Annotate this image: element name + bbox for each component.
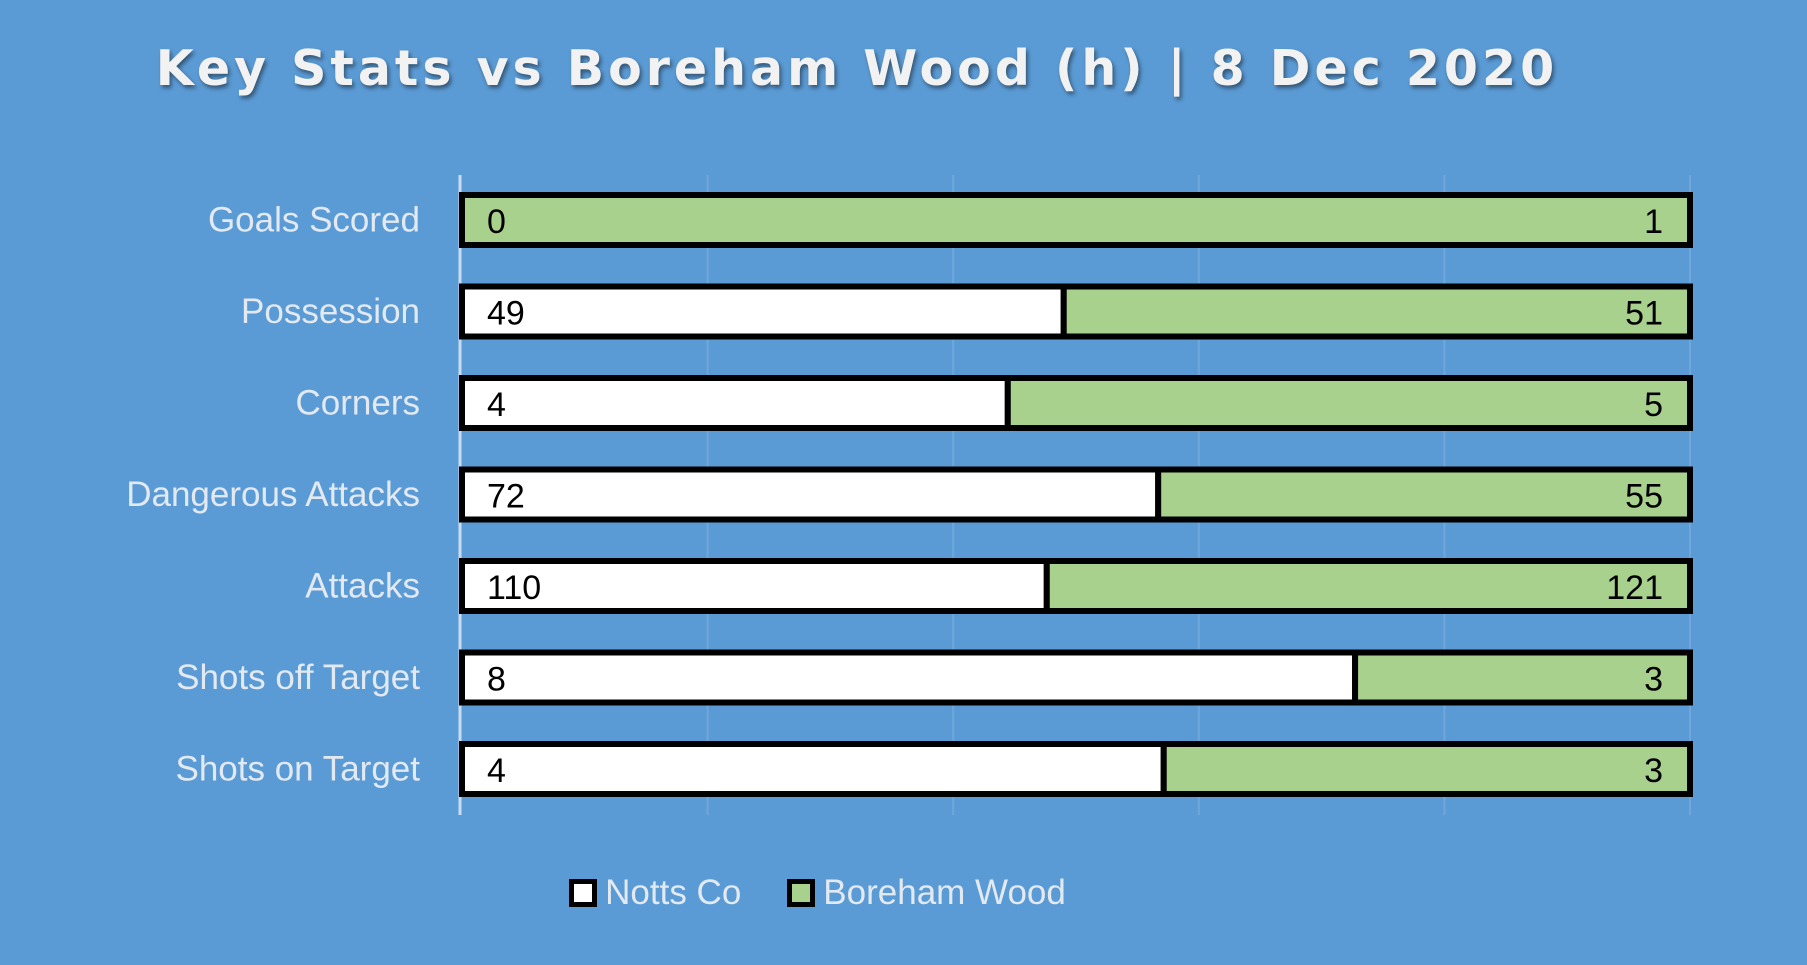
legend-swatch-boreham-wood <box>787 879 816 907</box>
data-label-boreham-wood-dangerous-attacks: 55 <box>1625 478 1663 516</box>
legend-item-notts-co: Notts Co <box>569 873 741 913</box>
legend-label-boreham-wood: Boreham Wood <box>823 873 1066 912</box>
data-label-boreham-wood-goals-scored: 1 <box>1644 203 1663 241</box>
bar-notts-co-possession <box>459 283 1067 340</box>
bar-notts-co-dangerous-attacks <box>459 466 1162 523</box>
bar-boreham-wood-shots-off-target <box>1352 649 1694 706</box>
data-label-notts-co-corners: 4 <box>487 386 506 424</box>
bar-boreham-wood-attacks <box>1043 558 1694 614</box>
chart-legend: Notts Co Boreham Wood <box>0 873 1807 913</box>
data-label-boreham-wood-attacks: 121 <box>1606 569 1663 607</box>
data-label-notts-co-dangerous-attacks: 72 <box>487 478 525 516</box>
data-label-boreham-wood-shots-on-target: 3 <box>1644 752 1663 790</box>
category-label-dangerous-attacks: Dangerous Attacks <box>126 475 420 514</box>
category-label-corners: Corners <box>296 384 420 423</box>
data-label-notts-co-possession: 49 <box>487 295 525 333</box>
data-label-boreham-wood-shots-off-target: 3 <box>1644 661 1663 699</box>
data-label-notts-co-shots-off-target: 8 <box>487 661 506 699</box>
category-label-possession: Possession <box>241 292 420 331</box>
data-label-notts-co-shots-on-target: 4 <box>487 752 506 790</box>
legend-item-boreham-wood: Boreham Wood <box>787 873 1066 913</box>
legend-swatch-notts-co <box>569 879 598 907</box>
bar-notts-co-attacks <box>459 558 1050 614</box>
bar-boreham-wood-corners <box>1004 375 1693 431</box>
bar-notts-co-corners <box>459 375 1011 431</box>
data-label-notts-co-attacks: 110 <box>487 569 541 607</box>
data-label-notts-co-goals-scored: 0 <box>487 203 506 241</box>
category-label-goals-scored: Goals Scored <box>208 201 420 240</box>
bar-boreham-wood-goals-scored <box>459 192 1693 248</box>
category-label-shots-on-target: Shots on Target <box>175 750 420 789</box>
chart-title: Key Stats vs Boreham Wood (h) | 8 Dec 20… <box>155 40 1559 97</box>
data-label-boreham-wood-corners: 5 <box>1644 386 1663 424</box>
bar-boreham-wood-shots-on-target <box>1160 741 1693 797</box>
data-label-boreham-wood-possession: 51 <box>1625 295 1663 333</box>
category-label-shots-off-target: Shots off Target <box>176 658 420 697</box>
bar-boreham-wood-dangerous-attacks <box>1155 466 1693 523</box>
bar-boreham-wood-possession <box>1060 283 1693 340</box>
bar-notts-co-shots-off-target <box>459 649 1359 706</box>
bar-notts-co-shots-on-target <box>459 741 1167 797</box>
legend-label-notts-co: Notts Co <box>605 873 742 912</box>
category-label-attacks: Attacks <box>305 567 420 606</box>
